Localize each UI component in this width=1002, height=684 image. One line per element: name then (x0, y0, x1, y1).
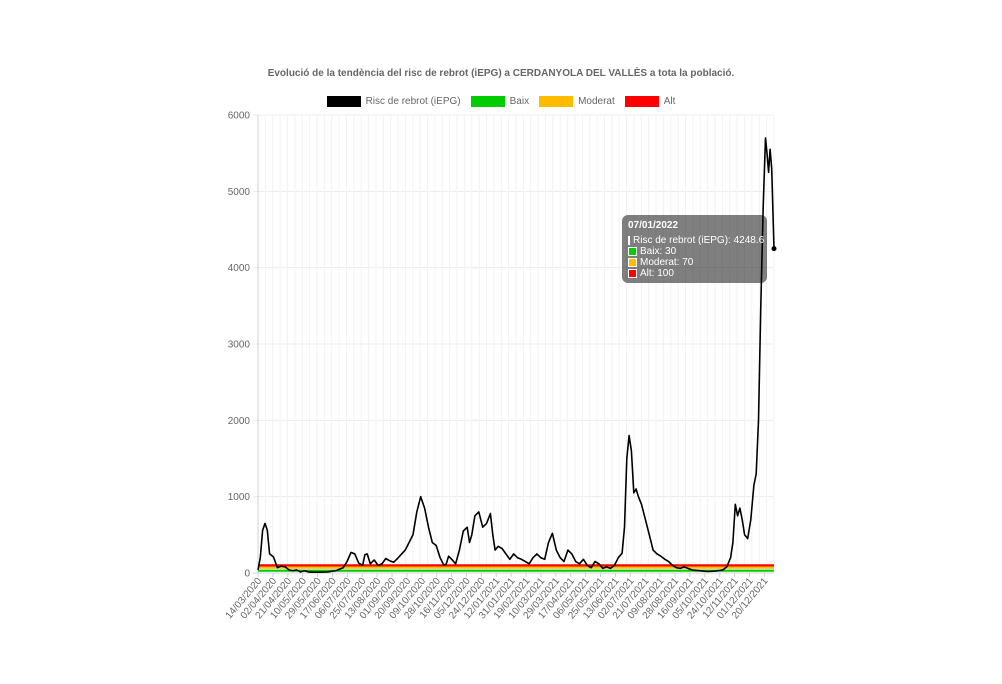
chart-title: Evolució de la tendència del risc de reb… (267, 68, 735, 79)
legend-item-moderat[interactable]: Moderat (539, 96, 615, 107)
y-tick-label: 1000 (228, 492, 251, 503)
legend-swatch-alt (624, 96, 659, 107)
y-tick-label: 6000 (228, 111, 251, 122)
chart-legend: Risc de rebrot (iEPG) Baix Moderat Alt (0, 96, 1002, 107)
x-axis: 14/03/202002/04/202021/04/202010/05/2020… (224, 573, 771, 621)
legend-label-moderat: Moderat (578, 96, 615, 107)
y-tick-label: 4000 (228, 263, 251, 274)
legend-label-risc: Risc de rebrot (iEPG) (365, 96, 461, 107)
tooltip-swatch-moderat (628, 258, 637, 267)
tooltip-label-moderat: Moderat: 70 (640, 257, 694, 268)
y-axis: 0 1000 2000 3000 4000 5000 6000 (228, 111, 251, 580)
tooltip-row-baix: Baix: 30 (628, 246, 761, 257)
tooltip-row-alt: Alt: 100 (628, 268, 761, 279)
y-tick-label: 0 (244, 569, 250, 580)
legend-swatch-risc (326, 96, 361, 107)
y-tick-label: 3000 (228, 340, 251, 351)
tooltip-swatch-risc (628, 236, 630, 245)
tooltip-row-moderat: Moderat: 70 (628, 257, 761, 268)
grid-layer (253, 114, 775, 574)
legend-label-alt: Alt (663, 96, 676, 107)
tooltip-swatch-baix (628, 247, 637, 256)
tooltip-label-baix: Baix: 30 (640, 246, 677, 257)
tooltip-title: 07/01/2022 (628, 220, 679, 231)
legend-item-alt[interactable]: Alt (624, 96, 676, 107)
legend-item-risc[interactable]: Risc de rebrot (iEPG) (326, 96, 461, 107)
y-tick-label: 2000 (228, 416, 251, 427)
series-layer (257, 137, 777, 573)
legend-item-baix[interactable]: Baix (470, 96, 530, 107)
chart-tooltip: 07/01/2022 Risc de rebrot (iEPG): 4248.6… (622, 215, 767, 283)
tooltip-row-risc: Risc de rebrot (iEPG): 4248.6 (628, 235, 765, 246)
tooltip-swatch-alt (628, 269, 637, 278)
legend-swatch-moderat (539, 96, 574, 107)
tooltip-label-alt: Alt: 100 (640, 268, 674, 279)
tooltip-label-risc: Risc de rebrot (iEPG): 4248.6 (633, 235, 765, 246)
y-tick-label: 5000 (228, 187, 251, 198)
legend-swatch-baix (470, 96, 505, 107)
legend-label-baix: Baix (509, 96, 530, 107)
series-line-risc (257, 137, 775, 573)
highlight-point (771, 246, 777, 252)
